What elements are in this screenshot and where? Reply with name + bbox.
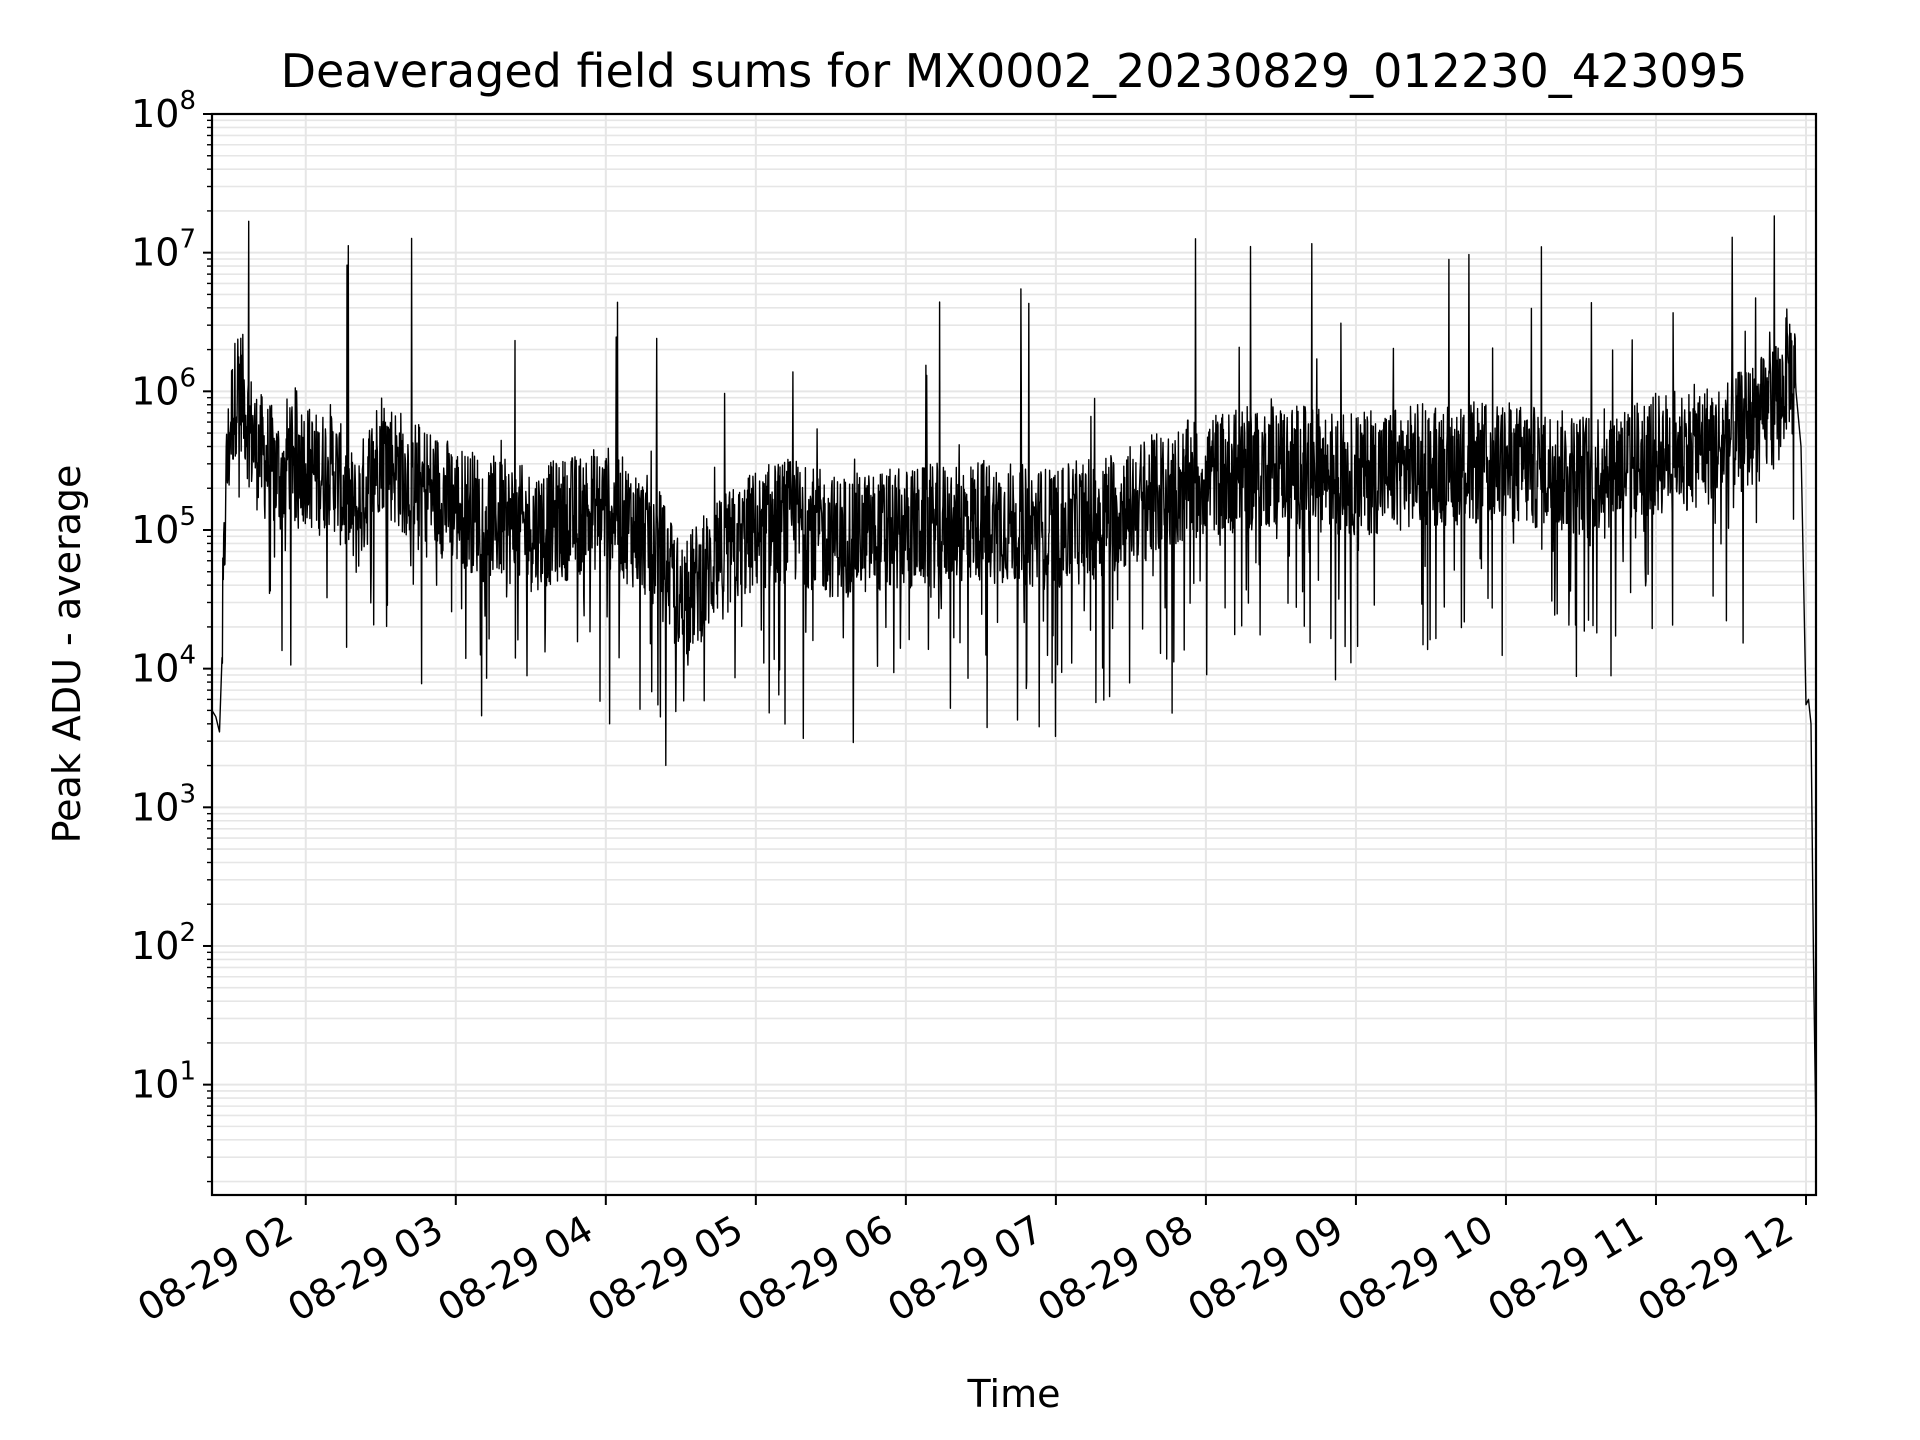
y-tick-base: 10	[131, 785, 179, 829]
y-tick-exponent: 3	[179, 779, 196, 809]
y-tick-base: 10	[131, 508, 179, 552]
y-tick-base: 10	[131, 92, 179, 136]
grid	[212, 113, 1816, 1195]
y-tick-label: 108	[131, 86, 196, 136]
x-tick-label: 08-29 04	[430, 1207, 600, 1331]
x-tick-label: 08-29 12	[1631, 1207, 1801, 1331]
y-tick-exponent: 6	[179, 363, 196, 393]
y-tick-base: 10	[131, 1063, 179, 1107]
x-tick-label: 08-29 09	[1180, 1207, 1350, 1331]
x-tick-label: 08-29 11	[1481, 1207, 1651, 1331]
x-tick-label: 08-29 05	[580, 1207, 750, 1331]
y-tick-label: 103	[131, 779, 196, 829]
y-tick-exponent: 7	[179, 225, 196, 255]
x-tick-label: 08-29 06	[730, 1207, 900, 1331]
y-tick-base: 10	[131, 924, 179, 968]
x-tick-label: 08-29 02	[130, 1207, 300, 1331]
x-tick-label: 08-29 08	[1030, 1207, 1200, 1331]
y-tick-base: 10	[131, 369, 179, 413]
y-tick-exponent: 2	[179, 918, 196, 948]
y-tick-label: 101	[131, 1057, 196, 1107]
x-tick-label: 08-29 03	[280, 1207, 450, 1331]
y-tick-base: 10	[131, 647, 179, 691]
y-axis-label: Peak ADU - average	[45, 465, 89, 844]
y-tick-label: 102	[131, 918, 196, 968]
x-tick-label: 08-29 10	[1330, 1207, 1500, 1331]
chart-title: Deaveraged field sums for MX0002_2023082…	[281, 44, 1748, 98]
series-line	[212, 215, 1816, 1140]
y-tick-exponent: 5	[179, 502, 196, 532]
y-tick-exponent: 1	[179, 1057, 196, 1087]
y-tick-label: 106	[131, 363, 196, 413]
x-tick-label: 08-29 07	[880, 1207, 1050, 1331]
plot-frame	[210, 112, 1818, 1197]
y-tick-label: 104	[131, 641, 196, 691]
y-tick-exponent: 4	[179, 641, 196, 671]
y-tick-label: 107	[131, 225, 196, 275]
x-axis-label: Time	[967, 1372, 1061, 1416]
y-tick-label: 105	[131, 502, 196, 552]
series-layer	[211, 215, 1817, 1140]
y-tick-exponent: 8	[179, 86, 196, 116]
y-tick-base: 10	[131, 231, 179, 275]
